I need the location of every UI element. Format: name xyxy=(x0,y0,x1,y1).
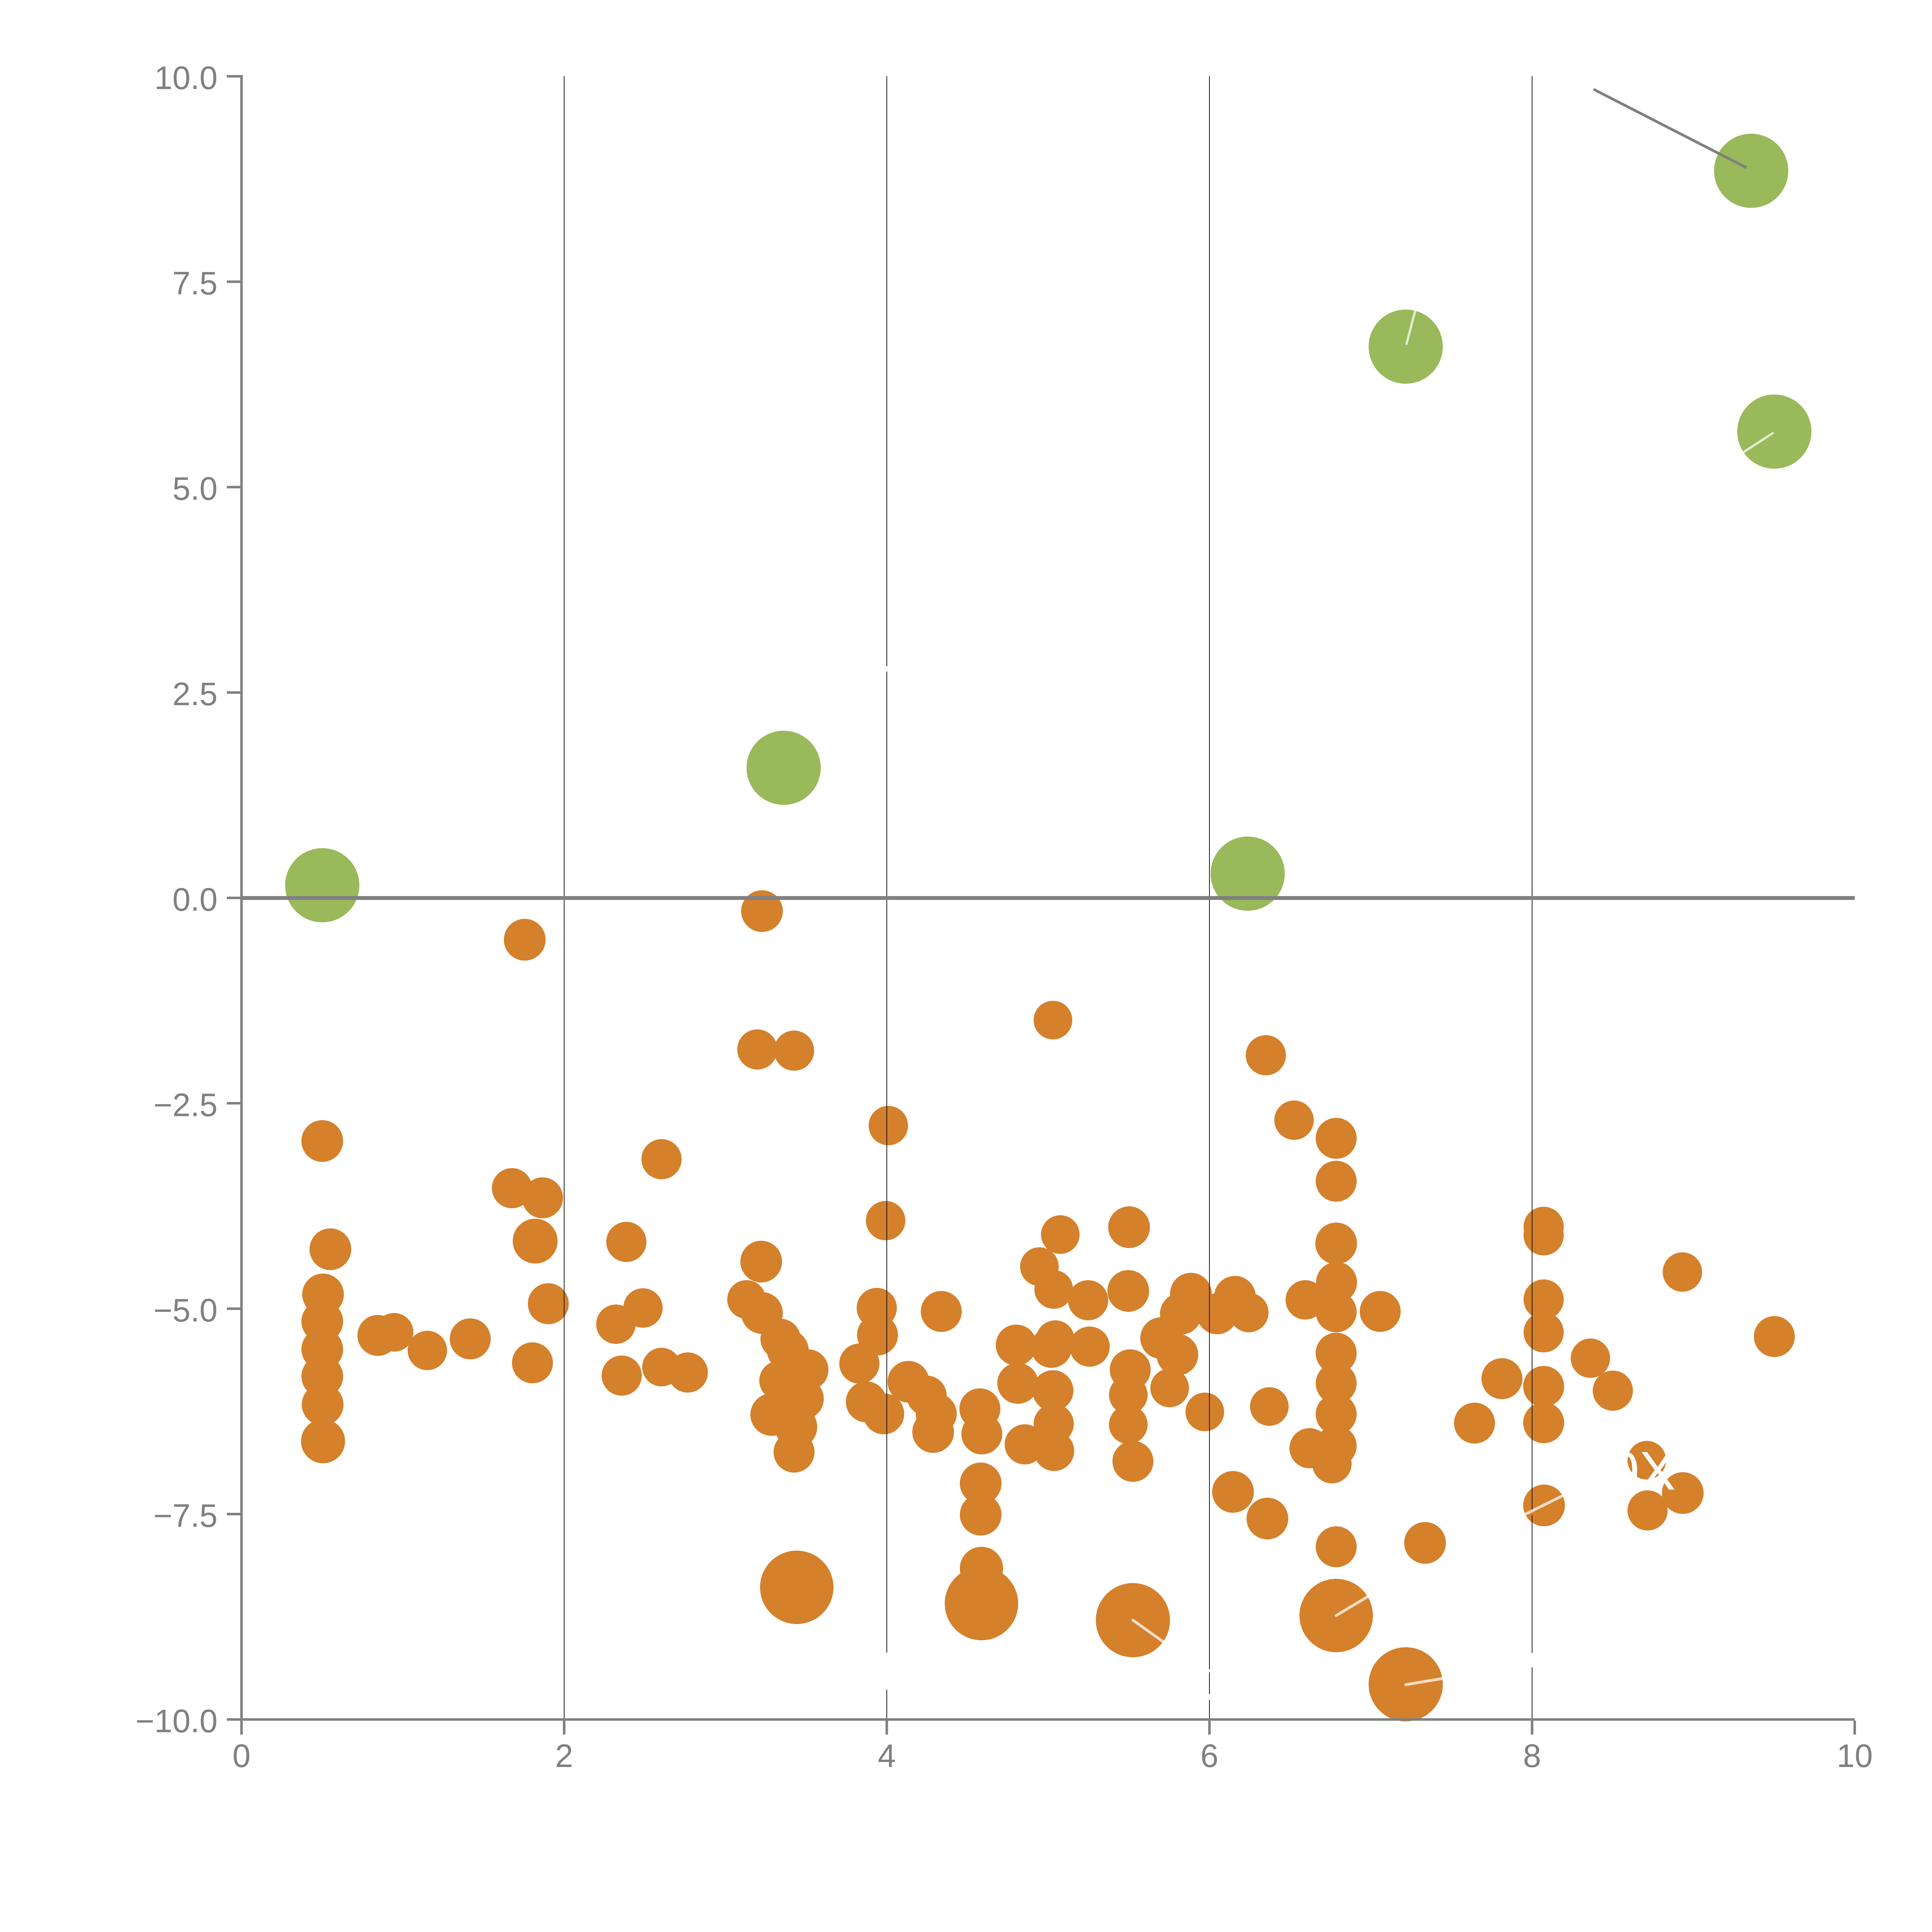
svg-text:5.0: 5.0 xyxy=(172,471,218,507)
svg-text:0X: 0X xyxy=(1609,1440,1675,1501)
svg-text:−2.5: −2.5 xyxy=(153,1087,218,1123)
svg-text:2.5: 2.5 xyxy=(172,676,218,712)
svg-text:−5.0: −5.0 xyxy=(153,1292,218,1328)
svg-text:0: 0 xyxy=(233,1738,251,1774)
svg-text:4: 4 xyxy=(878,1738,896,1774)
svg-text:0.0: 0.0 xyxy=(172,881,218,918)
svg-text:8: 8 xyxy=(1523,1738,1541,1774)
svg-text:7.5: 7.5 xyxy=(172,265,218,301)
svg-text:−10.0: −10.0 xyxy=(135,1703,218,1739)
svg-text:2: 2 xyxy=(555,1738,573,1774)
svg-text:10.0: 10.0 xyxy=(155,60,218,96)
svg-text:6: 6 xyxy=(1201,1738,1219,1774)
svg-text:10: 10 xyxy=(1837,1738,1872,1774)
svg-text:−7.5: −7.5 xyxy=(153,1497,218,1534)
